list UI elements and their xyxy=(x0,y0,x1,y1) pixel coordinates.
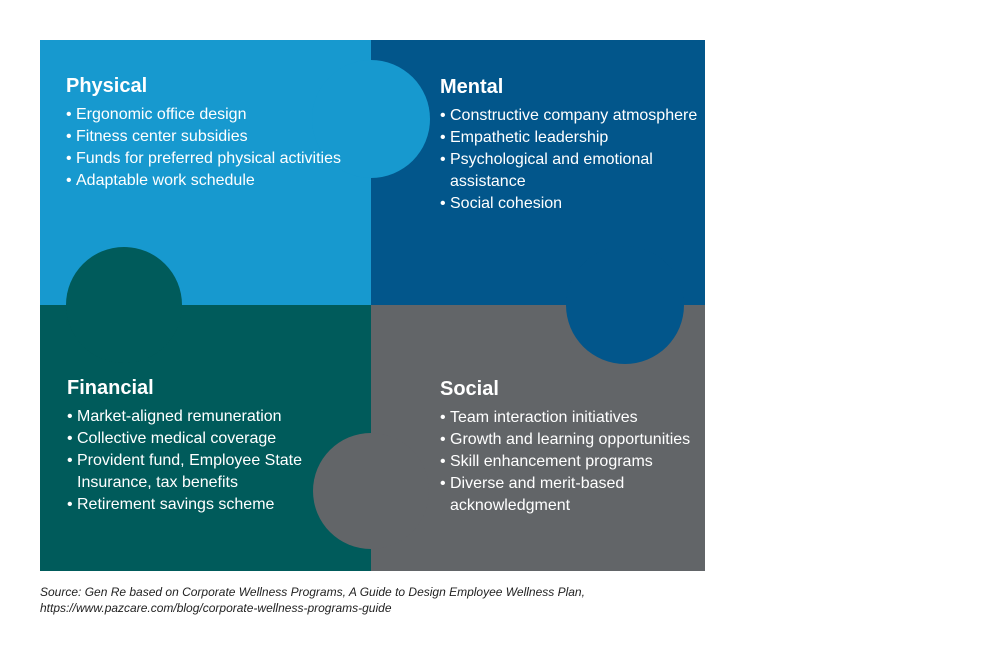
physical-list: Ergonomic office designFitness center su… xyxy=(66,104,366,192)
wellness-puzzle-diagram: Physical Ergonomic office designFitness … xyxy=(40,40,705,571)
mental-list: Constructive company atmosphereEmpatheti… xyxy=(440,105,700,215)
source-line-1: Source: Gen Re based on Corporate Wellne… xyxy=(40,585,585,599)
physical-section: Physical Ergonomic office designFitness … xyxy=(66,74,366,192)
list-item: Skill enhancement programs xyxy=(440,451,700,473)
financial-list: Market-aligned remunerationCollective me… xyxy=(67,406,367,516)
list-item: Team interaction initiatives xyxy=(440,407,700,429)
social-title: Social xyxy=(440,378,499,400)
list-item: Funds for preferred physical activities xyxy=(66,148,366,170)
social-section: Social Team interaction initiativesGrowt… xyxy=(440,377,700,517)
social-list: Team interaction initiativesGrowth and l… xyxy=(440,407,700,517)
list-item: Social cohesion xyxy=(440,193,700,215)
list-item: Ergonomic office design xyxy=(66,104,366,126)
mental-section: Mental Constructive company atmosphereEm… xyxy=(440,75,700,215)
list-item: Diverse and merit-based acknowledgment xyxy=(440,473,700,517)
financial-knob xyxy=(66,247,182,363)
list-item: Psychological and emotional assistance xyxy=(440,149,700,193)
list-item: Provident fund, Employee State Insurance… xyxy=(67,450,367,494)
financial-section: Financial Market-aligned remunerationCol… xyxy=(67,376,367,516)
list-item: Growth and learning opportunities xyxy=(440,429,700,451)
list-item: Constructive company atmosphere xyxy=(440,105,700,127)
list-item: Collective medical coverage xyxy=(67,428,367,450)
mental-knob xyxy=(566,246,684,364)
list-item: Retirement savings scheme xyxy=(67,494,367,516)
source-note: Source: Gen Re based on Corporate Wellne… xyxy=(40,584,740,616)
source-url: https://www.pazcare.com/blog/corporate-w… xyxy=(40,601,392,615)
physical-title: Physical xyxy=(66,75,148,97)
mental-title: Mental xyxy=(440,76,504,98)
financial-title: Financial xyxy=(67,377,154,399)
list-item: Market-aligned remuneration xyxy=(67,406,367,428)
list-item: Adaptable work schedule xyxy=(66,170,366,192)
list-item: Fitness center subsidies xyxy=(66,126,366,148)
list-item: Empathetic leadership xyxy=(440,127,700,149)
